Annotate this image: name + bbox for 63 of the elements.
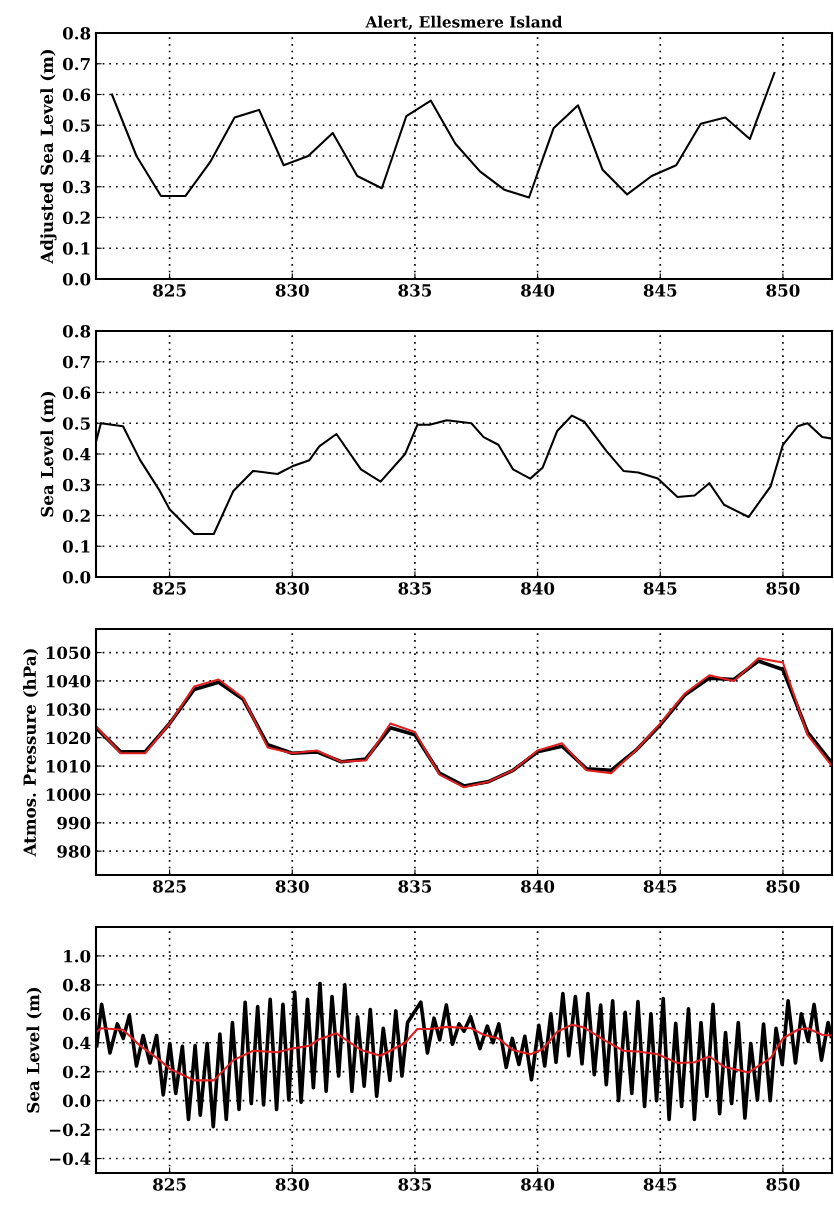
y-axis-title: Sea Level (m) (40, 391, 56, 517)
x-tick-label: 835 (398, 582, 432, 595)
y-axis-title: Sea Level (m) (26, 987, 42, 1113)
y-tick-label: 0.5 (62, 119, 90, 132)
y-tick-label: 0.1 (62, 540, 90, 553)
y-tick-label: 0.0 (62, 272, 91, 286)
x-tick-label: 840 (521, 582, 555, 595)
x-tick-label: 825 (153, 582, 186, 595)
x-tick-label: 850 (766, 1178, 800, 1191)
x-tick-label: 845 (643, 1178, 677, 1191)
x-tick-label: 840 (521, 880, 555, 893)
y-tick-label: 1.0 (64, 949, 91, 963)
x-tick-label: 845 (643, 582, 677, 595)
y-tick-label: 1040 (46, 674, 91, 688)
y-tick-label: 0.0 (62, 1094, 91, 1108)
x-tick-label: 850 (766, 880, 800, 893)
y-tick-label: 0.1 (62, 242, 90, 255)
x-tick-label: 825 (153, 1178, 186, 1191)
y-axis-title: Adjusted Sea Level (m) (40, 49, 57, 264)
x-tick-label: 835 (398, 880, 432, 893)
y-tick-label: 0.2 (62, 1065, 90, 1079)
y-tick-label: 1030 (46, 703, 91, 716)
y-tick-label: 0.3 (62, 180, 91, 194)
x-tick-label: 840 (521, 1178, 555, 1191)
y-tick-label: 990 (57, 816, 91, 830)
x-tick-label: 835 (398, 1178, 432, 1191)
x-tick-label: 845 (643, 284, 677, 297)
y-tick-label: 0.6 (62, 386, 91, 400)
y-tick-label: −0.2 (49, 1123, 90, 1137)
x-tick-label: 830 (275, 1178, 309, 1191)
x-tick-label: 845 (643, 880, 677, 893)
x-tick-label: 835 (398, 284, 432, 297)
x-tick-label: 830 (275, 880, 309, 893)
chart-title: Alert, Ellesmere Island (365, 15, 563, 30)
y-tick-label: 0.7 (62, 355, 90, 369)
y-tick-label: 980 (57, 845, 91, 858)
y-tick-label: 0.6 (62, 1007, 91, 1021)
y-tick-label: 0.2 (62, 509, 90, 523)
x-tick-label: 825 (153, 880, 186, 893)
x-tick-label: 840 (521, 284, 555, 297)
y-tick-label: 1020 (46, 731, 91, 745)
y-tick-label: 0.8 (62, 26, 91, 40)
y-axis-title: Atmos. Pressure (hPa) (23, 649, 39, 857)
x-tick-label: 830 (275, 284, 309, 297)
y-tick-label: 0.0 (62, 570, 91, 584)
x-tick-label: 850 (766, 284, 800, 297)
y-tick-label: −0.4 (49, 1152, 91, 1166)
x-tick-label: 825 (153, 284, 186, 297)
y-tick-label: 0.4 (62, 149, 91, 163)
y-tick-label: 0.5 (62, 417, 90, 430)
y-tick-label: 1010 (46, 760, 91, 773)
y-tick-label: 0.4 (62, 1036, 91, 1050)
x-tick-label: 850 (766, 582, 800, 595)
y-tick-label: 0.8 (62, 324, 91, 338)
y-tick-label: 1000 (46, 788, 91, 801)
y-tick-label: 0.8 (62, 978, 91, 992)
y-tick-label: 0.6 (62, 88, 91, 102)
y-tick-label: 1050 (46, 646, 91, 660)
y-tick-label: 0.3 (62, 478, 91, 492)
y-tick-label: 0.2 (62, 211, 90, 225)
y-tick-label: 0.4 (62, 447, 91, 461)
x-tick-label: 830 (275, 582, 309, 595)
y-tick-label: 0.7 (62, 57, 90, 71)
